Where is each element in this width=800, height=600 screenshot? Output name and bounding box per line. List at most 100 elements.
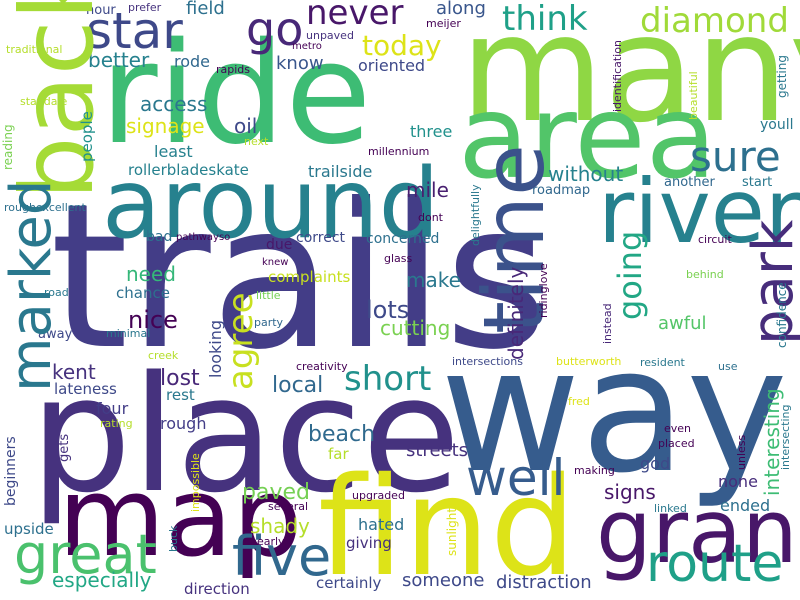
word-agree: agree (221, 292, 261, 390)
word-giving: giving (346, 534, 392, 552)
word-definitely: definitely (504, 266, 528, 360)
word-creativity: creativity (296, 360, 348, 373)
word-way: way (440, 310, 788, 511)
word-resident: resident (640, 356, 685, 369)
word-park: park (741, 219, 800, 345)
word-signage: signage (126, 114, 205, 138)
word-rapids: rapids (216, 63, 251, 76)
word-area: area (458, 70, 717, 205)
word-great: great (14, 523, 157, 586)
word-delightfully: delightfully (469, 184, 482, 246)
word-due: due (266, 237, 293, 253)
word-far: far (328, 445, 349, 463)
word-placed: placed (658, 437, 695, 450)
word-impossible: impossible (189, 453, 202, 512)
word-god: god (640, 454, 671, 473)
word-ride: ride (100, 13, 372, 176)
word-rest: rest (166, 386, 195, 404)
word-beach: beach (308, 422, 376, 447)
word-river: river (598, 160, 800, 263)
word-rode: rode (174, 52, 211, 71)
word-complaints: complaints (268, 268, 351, 286)
word-none: none (718, 472, 758, 491)
word-direction: direction (184, 580, 250, 598)
word-make: make (406, 268, 461, 292)
word-millennium: millennium (368, 145, 430, 158)
word-looking: looking (206, 319, 225, 378)
word-use: use (718, 360, 738, 373)
word-youll: youll (760, 117, 794, 133)
word-metro: metro (292, 41, 322, 52)
word-route: route (646, 534, 784, 594)
word-around: around (102, 148, 440, 260)
word-rough: rough (160, 414, 207, 433)
word-field: field (186, 0, 225, 19)
word-rollerbladeskate: rollerbladeskate (128, 161, 249, 179)
word-three: three (410, 122, 453, 141)
word-bad: bad (146, 229, 173, 245)
word-nearly: nearly (250, 535, 285, 548)
word-back: back (0, 0, 116, 200)
word-little: little (256, 289, 281, 302)
word-certainly: certainly (316, 574, 382, 592)
word-find: find (318, 449, 577, 600)
word-local: local (272, 373, 324, 398)
word-meijer: meijer (426, 17, 461, 30)
word-sunlight: sunlight (445, 507, 459, 556)
word-chance: chance (116, 284, 170, 302)
word-prefer: prefer (128, 1, 162, 14)
word-hour: hour (86, 3, 116, 18)
word-party: party (254, 316, 284, 329)
word-behind: behind (686, 268, 724, 281)
word-dont: dont (418, 211, 443, 224)
word-distraction: distraction (496, 572, 592, 593)
word-buck: buck (167, 525, 180, 552)
word-start: start (742, 175, 773, 190)
word-better: better (88, 48, 150, 72)
word-creek: creek (148, 349, 179, 362)
word-instead: instead (601, 303, 614, 344)
word-roadmap: roadmap (532, 183, 591, 198)
word-beginners: beginners (3, 436, 19, 506)
word-along: along (436, 0, 486, 19)
word-intersecting: intersecting (779, 404, 792, 470)
word-star: star (86, 2, 183, 60)
word-gets: gets (57, 433, 72, 462)
word-getting: getting (775, 55, 789, 98)
word-go: go (246, 2, 304, 56)
word-intersections: intersections (452, 355, 523, 368)
word-pathwayso: pathwayso (176, 232, 231, 243)
word-linked: linked (654, 502, 687, 515)
word-many: many (460, 0, 800, 155)
word-fred: fred (568, 395, 590, 408)
word-glass: glass (384, 252, 413, 265)
word-standale: standale (20, 95, 68, 108)
word-concerned: concerned (366, 231, 440, 247)
word-someone: someone (402, 570, 485, 591)
word-short: short (344, 359, 432, 399)
word-especially: especially (52, 568, 152, 592)
word-confidence: confidence (775, 282, 789, 348)
word-correct: correct (296, 230, 346, 246)
word-upside: upside (4, 520, 54, 538)
word-trailside: trailside (308, 162, 373, 181)
word-going: going (611, 230, 649, 320)
word-making: making (574, 464, 615, 477)
word-paved: paved (242, 480, 310, 505)
word-hated: hated (358, 515, 405, 534)
word-another: another (664, 175, 715, 190)
word-butterworth: butterworth (556, 355, 622, 368)
word-signs: signs (604, 480, 656, 504)
word-nice: nice (128, 306, 178, 334)
word-lots: lots (366, 296, 410, 324)
word-several: several (268, 500, 309, 513)
word-know: know (276, 53, 324, 74)
word-need: need (126, 262, 176, 286)
word-cutting: cutting (380, 316, 451, 340)
word-diamond: diamond (640, 1, 789, 41)
word-knew: knew (262, 257, 289, 268)
word-lost: lost (160, 366, 200, 391)
word-identification: identification (611, 40, 624, 112)
word-four: four (96, 399, 129, 418)
word-kent: kent (52, 360, 96, 384)
